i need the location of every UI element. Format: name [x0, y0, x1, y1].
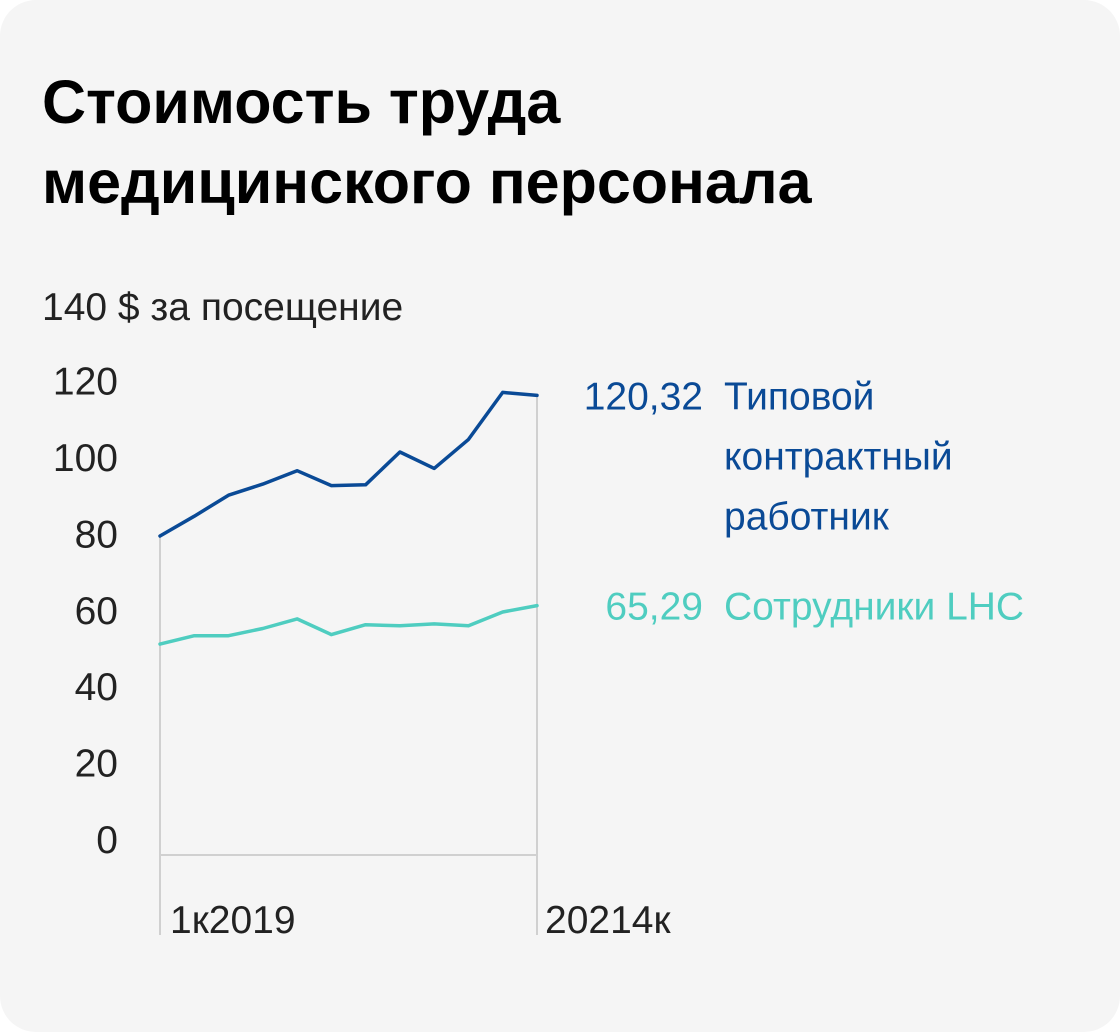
end-value-label-contract: 120,32 — [584, 375, 703, 418]
y-axis-unit-label: 140 $ за посещение — [42, 286, 404, 329]
x-tick-label-end: 20214к — [545, 899, 671, 942]
chart-title: Стоимость труда медицинского персонала — [42, 62, 1082, 222]
series-name-lhc-line-1: Сотрудники LHC — [724, 586, 1024, 629]
series-name-contract-line-3: работник — [724, 495, 890, 538]
chart-title-line-1: Стоимость труда — [42, 68, 561, 136]
chart-title-line-2: медицинского персонала — [42, 148, 812, 216]
series-name-contract-line-2: контрактный — [724, 435, 953, 478]
y-tick-label-20: 20 — [75, 743, 118, 786]
series-name-contract-line-1: Типовой — [724, 375, 874, 418]
end-value-label-lhc: 65,29 — [605, 586, 703, 629]
series-line-contract — [158, 390, 539, 538]
y-tick-label-120: 120 — [53, 361, 118, 404]
x-tick-label-start: 1к2019 — [170, 899, 296, 942]
series-line-lhc — [158, 603, 539, 646]
y-tick-label-40: 40 — [75, 666, 118, 709]
y-tick-label-100: 100 — [53, 437, 118, 480]
y-tick-label-60: 60 — [75, 590, 118, 633]
y-tick-label-0: 0 — [96, 819, 118, 862]
y-tick-label-80: 80 — [75, 513, 118, 556]
